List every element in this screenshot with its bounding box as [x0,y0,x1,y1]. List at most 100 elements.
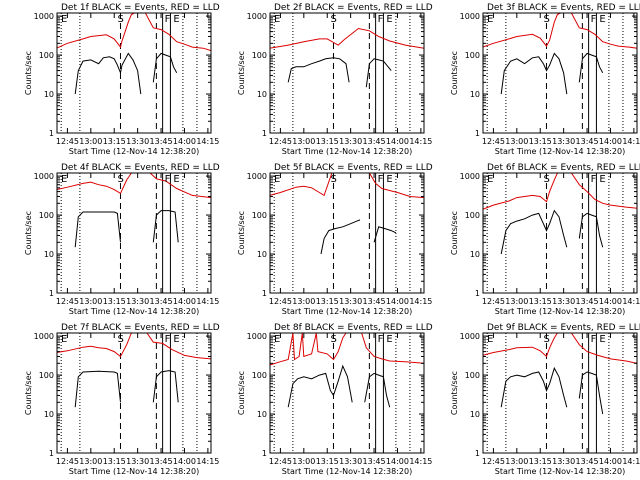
x-tick-label: 13:45 [576,457,599,466]
x-tick-label: 12:45 [482,137,505,146]
panel-title: Det 1f BLACK = Events, RED = LLD [61,3,220,13]
lld-series-line [56,332,212,360]
marker-letter: E [274,174,280,185]
y-tick-label: 100 [39,371,54,380]
x-tick-label: 13:30 [552,297,575,306]
y-tick-label: 100 [39,51,54,60]
marker-letter: E [173,334,179,345]
x-tick-label: 13:00 [505,297,528,306]
x-tick-label: 13:15 [529,137,552,146]
y-tick-label: 1000 [247,172,267,181]
x-tick-label: 14:00 [599,297,622,306]
x-tick-label: 13:30 [339,137,362,146]
plot-frame [482,12,638,134]
marker-letter: F [165,14,171,25]
panel-title: Det 7f BLACK = Events, RED = LLD [61,323,220,333]
events-series-line [364,372,391,408]
x-axis-label: Start Time (12-Nov-14 12:38:20) [495,467,625,476]
marker-letter: F [378,14,384,25]
y-tick-label: 100 [465,51,480,60]
y-tick-label: 10 [470,410,480,419]
marker-letter: E [274,14,280,25]
events-series-line [578,212,604,248]
events-series-line [500,366,568,408]
marker-letter: S [543,14,549,25]
events-series-line [152,210,179,243]
x-tick-label: 12:45 [269,297,292,306]
panel-title: Det 4f BLACK = Events, RED = LLD [61,163,220,173]
x-tick-label: 13:45 [150,137,173,146]
panel-title: Det 6f BLACK = Events, RED = LLD [487,163,640,173]
plot-frame [269,172,425,294]
y-axis-label: Counts/sec [237,371,246,415]
marker-letter: E [173,14,179,25]
y-tick-label: 10 [257,90,267,99]
x-tick-label: 13:30 [339,297,362,306]
x-tick-label: 13:15 [529,457,552,466]
plot-frame [269,12,425,134]
x-axis-label: Start Time (12-Nov-14 12:38:20) [495,147,625,156]
marker-letter: E [386,334,392,345]
x-tick-label: 14:15 [622,137,640,146]
x-tick-label: 14:00 [173,297,196,306]
marker-letter: F [591,14,597,25]
y-tick-label: 1 [475,449,480,458]
x-tick-label: 13:30 [126,137,149,146]
events-series-line [74,370,121,408]
marker-letter: S [330,334,336,345]
x-tick-label: 12:45 [56,137,79,146]
marker-letter: E [487,14,493,25]
marker-letter: E [487,174,493,185]
x-tick-label: 13:00 [79,297,102,306]
y-tick-label: 100 [252,371,267,380]
x-tick-label: 14:15 [196,137,219,146]
x-tick-label: 13:30 [126,457,149,466]
x-tick-label: 14:15 [409,457,432,466]
lld-series-line [269,27,425,49]
marker-letter: E [386,14,392,25]
panel-title: Det 5f BLACK = Events, RED = LLD [274,163,433,173]
y-tick-label: 1 [262,289,267,298]
y-tick-label: 10 [44,250,54,259]
y-tick-label: 1000 [247,12,267,21]
y-tick-label: 1000 [460,12,480,21]
x-tick-label: 13:30 [552,137,575,146]
x-tick-label: 13:45 [150,457,173,466]
marker-letter: F [165,334,171,345]
y-tick-label: 10 [44,90,54,99]
x-tick-label: 14:00 [386,457,409,466]
x-tick-label: 12:45 [269,137,292,146]
plot-frame [56,172,212,294]
plot-frame [56,332,212,454]
y-tick-label: 1000 [460,172,480,181]
x-tick-label: 14:15 [622,297,640,306]
y-tick-label: 1000 [34,12,54,21]
x-tick-label: 13:00 [505,137,528,146]
x-tick-label: 14:00 [599,457,622,466]
events-series-line [287,364,353,408]
marker-letter: S [117,334,123,345]
y-axis-label: Counts/sec [237,51,246,95]
x-tick-label: 13:15 [316,137,339,146]
lld-series-line [482,12,638,49]
y-tick-label: 1 [262,449,267,458]
marker-letter: S [330,174,336,185]
x-tick-label: 13:45 [363,137,386,146]
x-tick-label: 14:00 [173,137,196,146]
x-tick-label: 13:45 [576,297,599,306]
x-tick-label: 12:45 [56,457,79,466]
x-tick-label: 14:15 [409,297,432,306]
events-series-line [578,371,604,415]
x-tick-label: 12:45 [482,457,505,466]
marker-letter: E [386,174,392,185]
y-tick-label: 1000 [34,172,54,181]
y-tick-label: 1 [49,289,54,298]
y-tick-label: 1000 [247,332,267,341]
x-tick-label: 13:15 [103,137,126,146]
